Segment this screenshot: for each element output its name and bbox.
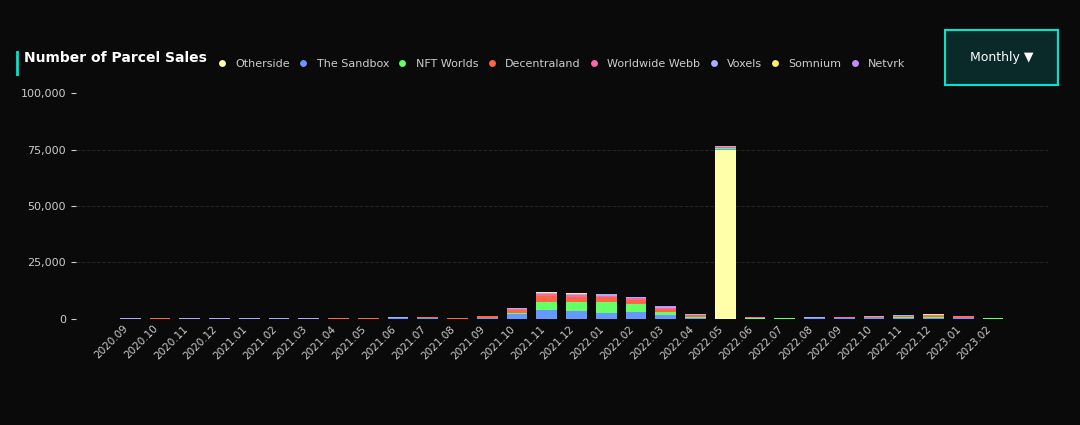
Bar: [566, 311, 586, 319]
Bar: [596, 302, 617, 313]
Bar: [656, 315, 676, 319]
Bar: [476, 316, 498, 317]
Bar: [507, 310, 527, 313]
Bar: [625, 312, 647, 319]
Bar: [596, 294, 617, 295]
Bar: [923, 317, 944, 319]
Text: |: |: [13, 51, 22, 76]
Bar: [953, 318, 974, 319]
Bar: [715, 148, 735, 149]
Bar: [656, 312, 676, 315]
Bar: [537, 310, 557, 319]
Bar: [744, 317, 766, 318]
Bar: [566, 295, 586, 298]
Bar: [537, 292, 557, 293]
Bar: [417, 317, 438, 318]
Bar: [566, 302, 586, 311]
Bar: [596, 298, 617, 302]
Bar: [388, 318, 408, 319]
Bar: [656, 307, 676, 308]
Bar: [685, 317, 706, 319]
Bar: [596, 313, 617, 319]
Bar: [537, 296, 557, 302]
Bar: [805, 318, 825, 319]
Text: Number of Parcel Sales: Number of Parcel Sales: [24, 51, 206, 65]
Bar: [834, 318, 854, 319]
Bar: [715, 150, 735, 319]
Bar: [625, 297, 647, 298]
Bar: [625, 300, 647, 304]
Bar: [388, 317, 408, 318]
Bar: [923, 314, 944, 315]
Bar: [656, 308, 676, 309]
Bar: [715, 149, 735, 150]
Bar: [893, 316, 914, 317]
Bar: [953, 317, 974, 318]
Bar: [625, 298, 647, 300]
Bar: [537, 302, 557, 310]
Bar: [566, 294, 586, 295]
Bar: [864, 318, 885, 319]
Bar: [685, 314, 706, 315]
Bar: [476, 317, 498, 319]
Bar: [893, 317, 914, 319]
Bar: [507, 314, 527, 319]
Bar: [893, 315, 914, 316]
Bar: [328, 318, 349, 319]
Bar: [923, 316, 944, 317]
Bar: [566, 293, 586, 294]
Bar: [507, 313, 527, 314]
Bar: [507, 308, 527, 309]
Bar: [537, 295, 557, 296]
Bar: [507, 309, 527, 310]
Bar: [417, 318, 438, 319]
Legend: Otherside, The Sandbox, NFT Worlds, Decentraland, Worldwide Webb, Voxels, Somniu: Otherside, The Sandbox, NFT Worlds, Dece…: [217, 59, 906, 68]
Bar: [566, 298, 586, 302]
Bar: [685, 315, 706, 317]
Bar: [834, 317, 854, 318]
Bar: [537, 293, 557, 295]
Bar: [656, 309, 676, 312]
Bar: [596, 295, 617, 298]
Bar: [923, 315, 944, 316]
Bar: [715, 147, 735, 148]
Bar: [625, 304, 647, 312]
Text: Monthly ▼: Monthly ▼: [970, 51, 1034, 64]
Bar: [864, 317, 885, 318]
